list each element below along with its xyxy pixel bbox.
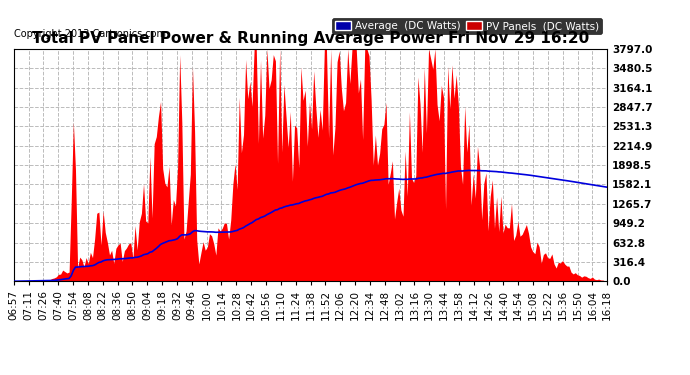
Title: Total PV Panel Power & Running Average Power Fri Nov 29 16:20: Total PV Panel Power & Running Average P… bbox=[32, 31, 589, 46]
Legend: Average  (DC Watts), PV Panels  (DC Watts): Average (DC Watts), PV Panels (DC Watts) bbox=[332, 18, 602, 34]
Text: Copyright 2013 Cartronics.com: Copyright 2013 Cartronics.com bbox=[14, 30, 166, 39]
